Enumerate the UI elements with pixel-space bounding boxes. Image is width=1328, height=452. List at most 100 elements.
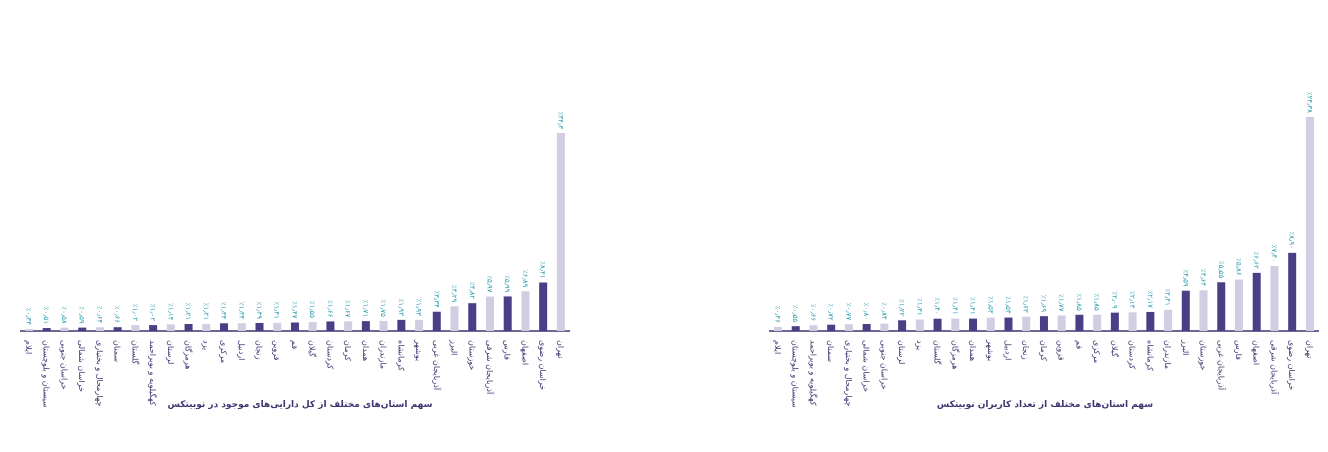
- x-tick-label: اصفهان: [520, 340, 529, 365]
- x-tick-label: اصفهان: [1252, 340, 1261, 365]
- x-tick-label: خراسان رضوی: [1287, 340, 1296, 390]
- bar: [166, 324, 175, 331]
- bar: [898, 320, 907, 331]
- x-tick-label: آذربایجان شرقی: [1269, 340, 1279, 395]
- data-label: ٪۱٫۶۳: [1022, 295, 1030, 313]
- data-label: ٪۵٫۹۷: [485, 275, 493, 293]
- data-label: ٪۰٫۷۷: [844, 303, 852, 321]
- x-tick-label: خراسان جنوبی: [59, 340, 68, 390]
- data-label: ٪۱٫۵۳: [1004, 296, 1012, 314]
- bar: [539, 282, 548, 331]
- x-tick-label: همدان: [968, 340, 977, 361]
- x-tick-label: تهران: [1305, 340, 1314, 358]
- data-label: ٪۱٫۳۹: [255, 302, 263, 320]
- bar: [1146, 311, 1155, 331]
- data-label: ٪۳۴٫۳: [556, 112, 564, 130]
- bar: [1164, 309, 1173, 331]
- x-tick-label: مرکزی: [219, 340, 228, 363]
- x-tick-label: قزوین: [272, 340, 281, 361]
- bar: [361, 321, 370, 331]
- bar: [149, 325, 158, 331]
- x-tick-label: کرمانشاه: [396, 340, 405, 371]
- x-tick-label: خراسان رضوی: [538, 340, 547, 390]
- data-label: ٪۱٫۸۵: [1075, 293, 1083, 311]
- bar: [969, 318, 978, 331]
- x-tick-label: کهگیلویه و بویراحمد: [808, 340, 818, 406]
- x-tick-label: کردستان: [325, 340, 334, 369]
- bar: [1234, 279, 1243, 331]
- data-label: ٪۵٫۸۶: [1234, 258, 1242, 276]
- data-label: ٪۲٫۱۷: [1146, 291, 1154, 309]
- bar: [827, 324, 836, 331]
- bar: [1022, 316, 1031, 331]
- bar: [1093, 314, 1102, 331]
- bar: [290, 322, 299, 331]
- data-label: ٪۴٫۲۹: [450, 285, 458, 303]
- bar: [131, 325, 140, 331]
- bar: [184, 324, 193, 331]
- data-label: ٪۰٫۳۴: [25, 308, 33, 326]
- data-label: ٪۱٫۸۵: [1093, 293, 1101, 311]
- bar: [237, 323, 246, 331]
- x-tick-label: گلستان: [933, 340, 943, 365]
- bar: [1252, 272, 1261, 331]
- bar: [951, 318, 960, 331]
- data-label: ٪۱٫۱۴: [166, 303, 174, 321]
- data-label: ٪۰٫۵۵: [791, 305, 799, 323]
- x-tick-label: سمنان: [113, 340, 122, 362]
- bar: [556, 133, 565, 331]
- bar: [220, 323, 229, 331]
- data-label: ٪۱٫۶۷: [344, 300, 352, 318]
- data-label: ٪۱٫۰۲: [149, 304, 157, 322]
- data-label: ٪۵٫۹۹: [503, 275, 511, 293]
- data-label: ٪۱٫۰۲: [131, 304, 139, 322]
- bar: [308, 322, 317, 331]
- x-tick-label: البرز: [450, 339, 459, 355]
- data-label: ٪۶٫۶۲: [1252, 252, 1260, 270]
- x-tick-label: یزد: [915, 340, 924, 350]
- x-tick-label: قزوین: [1057, 340, 1066, 361]
- data-label: ٪۱٫۴۱: [969, 297, 977, 314]
- x-tick-label: خوزستان: [467, 340, 476, 370]
- bar: [1075, 314, 1084, 331]
- data-label: ٪۴٫۸۲: [468, 282, 476, 300]
- bar: [42, 328, 51, 331]
- x-tick-label: زنجان: [254, 340, 263, 360]
- bar: [468, 303, 477, 331]
- data-label: ٪۰٫۶۶: [809, 304, 817, 322]
- data-label: ٪۲۴٫۳۸: [1305, 92, 1313, 113]
- data-label: ٪۱٫۹۳: [397, 299, 405, 317]
- x-tick-label: زنجان: [1021, 340, 1030, 360]
- bar: [113, 327, 122, 331]
- x-tick-label: قم: [1074, 340, 1083, 349]
- x-tick-label: کرمان: [343, 340, 352, 361]
- x-tick-label: هرمزگان: [184, 340, 194, 369]
- chart-title: سهم استان‌های مختلف از تعداد کاربران نوب…: [937, 400, 1153, 410]
- data-label: ٪۴٫۶۴: [1199, 269, 1207, 287]
- x-tick-label: مازندران: [379, 340, 388, 369]
- data-label: ٪۰٫۵۸: [60, 306, 68, 324]
- bar: [397, 319, 406, 331]
- x-tick-label: فارس: [1234, 340, 1243, 360]
- data-label: ٪۴٫۵۹: [1181, 269, 1189, 287]
- data-label: ٪۱٫۳۴: [237, 302, 245, 320]
- x-tick-label: البرز: [1181, 339, 1190, 355]
- bar: [521, 291, 530, 331]
- users-share-chart: سهم استان‌های مختلف از تعداد کاربران نوب…: [769, 92, 1319, 410]
- bar: [862, 323, 871, 331]
- data-label: ٪۰٫۸۴: [880, 302, 888, 320]
- x-tick-label: اردبیل: [237, 340, 246, 360]
- data-label: ٪۱٫۴۷: [290, 301, 298, 319]
- data-label: ٪۰٫۷۲: [827, 303, 835, 321]
- assets-share-chart: سهم استان‌های مختلف از کل دارایی‌های موج…: [20, 112, 570, 410]
- x-tick-label: آذربایجان غربی: [1216, 340, 1226, 391]
- x-tick-label: گیلان: [308, 340, 318, 357]
- data-label: ٪۱٫۳۴: [220, 302, 228, 320]
- bar: [202, 324, 211, 331]
- data-label: ٪۰٫۴۶: [774, 306, 782, 324]
- bar: [986, 317, 995, 331]
- data-label: ٪۱٫۷۱: [361, 300, 369, 317]
- data-label: ٪۰٫۸۰: [862, 303, 870, 320]
- data-label: ٪۰٫۵۹: [78, 306, 86, 324]
